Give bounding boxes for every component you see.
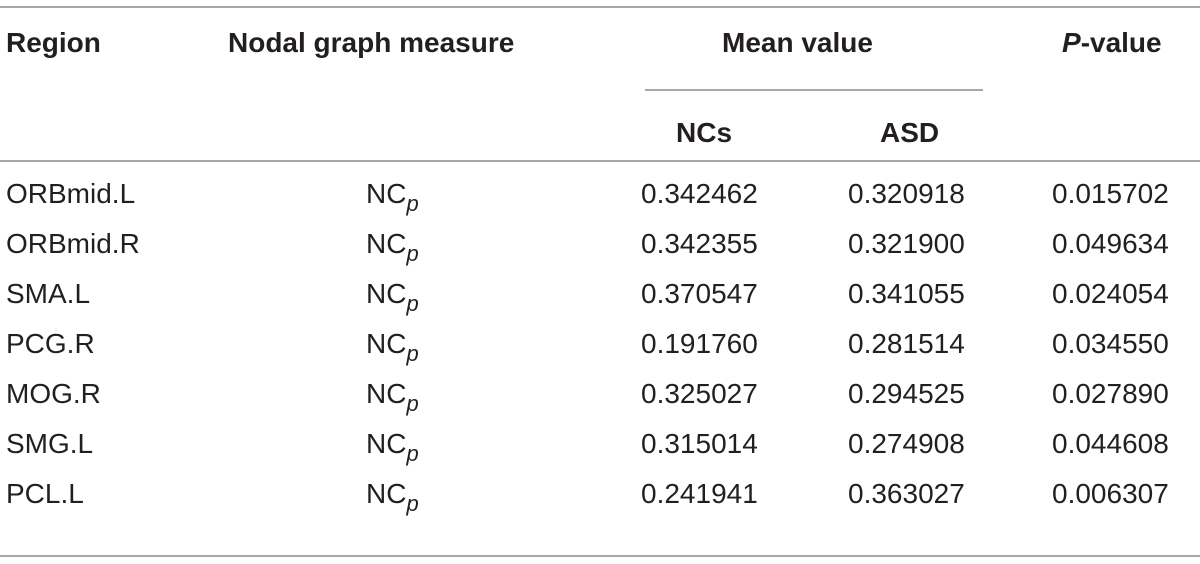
cell-ncs: 0.370547 xyxy=(641,278,758,309)
cell-asd: 0.321900 xyxy=(848,228,965,259)
cell-region: SMA.L xyxy=(6,278,91,309)
header-region: Region xyxy=(6,27,101,58)
cell-ncs: 0.342462 xyxy=(641,178,758,209)
cell-p: 0.024054 xyxy=(1052,278,1169,309)
measure-subscript: p xyxy=(406,291,419,316)
table-bottom-rule xyxy=(0,555,1200,557)
cell-region: ORBmid.L xyxy=(6,178,136,209)
measure-subscript: p xyxy=(406,241,419,266)
cell-asd: 0.320918 xyxy=(848,178,965,209)
measure-main: NC xyxy=(366,328,407,359)
measure-main: NC xyxy=(366,478,407,509)
measure-main: NC xyxy=(366,178,407,209)
measure-main: NC xyxy=(366,378,407,409)
cell-region: SMG.L xyxy=(6,428,94,459)
cell-ncs: 0.315014 xyxy=(641,428,758,459)
header-ncs: NCs xyxy=(676,117,733,148)
cell-ncs: 0.342355 xyxy=(641,228,758,259)
header-mean-value: Mean value xyxy=(722,27,873,58)
cell-region: PCL.L xyxy=(6,478,84,509)
measure-subscript: p xyxy=(406,491,419,516)
header-nodal-graph-measure: Nodal graph measure xyxy=(228,27,515,58)
header-p-value: P-value xyxy=(1062,26,1162,60)
table-top-rule xyxy=(0,6,1200,8)
cell-measure: NCp xyxy=(366,427,419,466)
cell-p: 0.015702 xyxy=(1052,178,1169,209)
cell-asd: 0.294525 xyxy=(848,378,965,409)
cell-ncs: 0.325027 xyxy=(641,378,758,409)
measure-subscript: p xyxy=(406,391,419,416)
cell-asd: 0.341055 xyxy=(848,278,965,309)
cell-measure: NCp xyxy=(366,327,419,366)
cell-asd: 0.274908 xyxy=(848,428,965,459)
mean-value-span-rule xyxy=(645,89,983,91)
cell-measure: NCp xyxy=(366,227,419,266)
cell-asd: 0.281514 xyxy=(848,328,965,359)
cell-ncs: 0.191760 xyxy=(641,328,758,359)
measure-subscript: p xyxy=(406,441,419,466)
cell-p: 0.049634 xyxy=(1052,228,1169,259)
table-header-rule xyxy=(0,160,1200,162)
header-p-rest: -value xyxy=(1080,27,1162,58)
header-p-italic: P xyxy=(1062,27,1081,58)
cell-asd: 0.363027 xyxy=(848,478,965,509)
cell-p: 0.034550 xyxy=(1052,328,1169,359)
cell-measure: NCp xyxy=(366,177,419,216)
cell-measure: NCp xyxy=(366,477,419,516)
measure-subscript: p xyxy=(406,341,419,366)
measure-main: NC xyxy=(366,278,407,309)
measure-main: NC xyxy=(366,428,407,459)
measure-main: NC xyxy=(366,228,407,259)
cell-measure: NCp xyxy=(366,377,419,416)
cell-region: MOG.R xyxy=(6,378,101,409)
cell-measure: NCp xyxy=(366,277,419,316)
cell-p: 0.006307 xyxy=(1052,478,1169,509)
header-asd: ASD xyxy=(880,117,940,148)
cell-region: ORBmid.R xyxy=(6,228,140,259)
cell-region: PCG.R xyxy=(6,328,95,359)
cell-p: 0.044608 xyxy=(1052,428,1169,459)
measure-subscript: p xyxy=(406,191,419,216)
cell-p: 0.027890 xyxy=(1052,378,1169,409)
cell-ncs: 0.241941 xyxy=(641,478,758,509)
